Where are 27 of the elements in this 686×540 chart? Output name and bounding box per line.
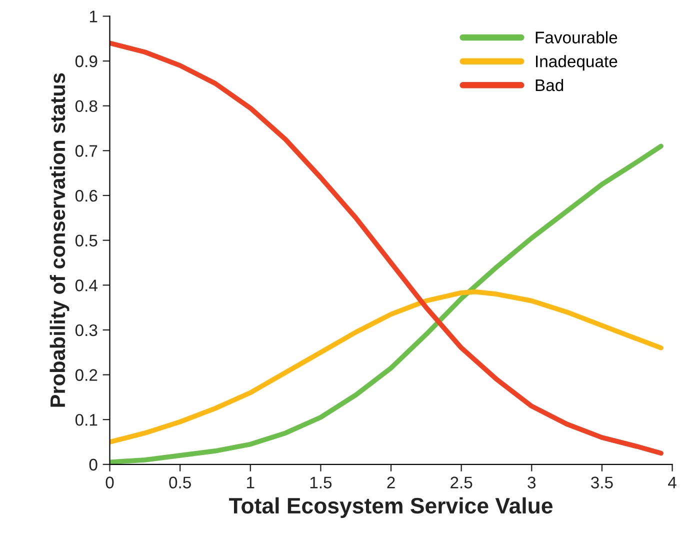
- y-tick-label: 0.1: [75, 414, 98, 426]
- legend-label: Inadequate: [536, 55, 618, 71]
- y-tick-label: 0.6: [75, 190, 98, 202]
- x-tick-label: 3.5: [591, 476, 613, 488]
- legend-label: Bad: [536, 78, 564, 92]
- x-tick-label: 2.5: [450, 476, 472, 488]
- x-tick-label: 4: [668, 476, 676, 488]
- y-tick-label: 0.7: [75, 145, 98, 157]
- x-tick-label: 0: [106, 476, 114, 488]
- x-tick-label: 3: [528, 476, 536, 488]
- line-series: [110, 289, 664, 444]
- x-tick-label: 2: [387, 476, 395, 488]
- y-tick-label: 0.9: [75, 55, 98, 68]
- x-tick-label: 1: [247, 476, 254, 488]
- y-tick-label: 0.5: [75, 234, 98, 247]
- line-series: [110, 144, 664, 464]
- y-tick-label: 0.2: [75, 369, 98, 381]
- x-tick-label: 0.5: [169, 476, 191, 488]
- legend-label: Favourable: [536, 31, 618, 44]
- y-tick-label: 0.4: [75, 280, 98, 292]
- y-tick-label: 0.3: [75, 324, 98, 336]
- x-tick-label: 1.5: [310, 476, 332, 488]
- y-tick-label: 0.8: [75, 100, 98, 112]
- y-axis-title: Probability of conservation status: [50, 73, 70, 407]
- y-tick-label: 0: [89, 458, 98, 471]
- x-axis-title: Total Ecosystem Service Value: [229, 497, 552, 518]
- y-tick-label: 1: [90, 10, 98, 22]
